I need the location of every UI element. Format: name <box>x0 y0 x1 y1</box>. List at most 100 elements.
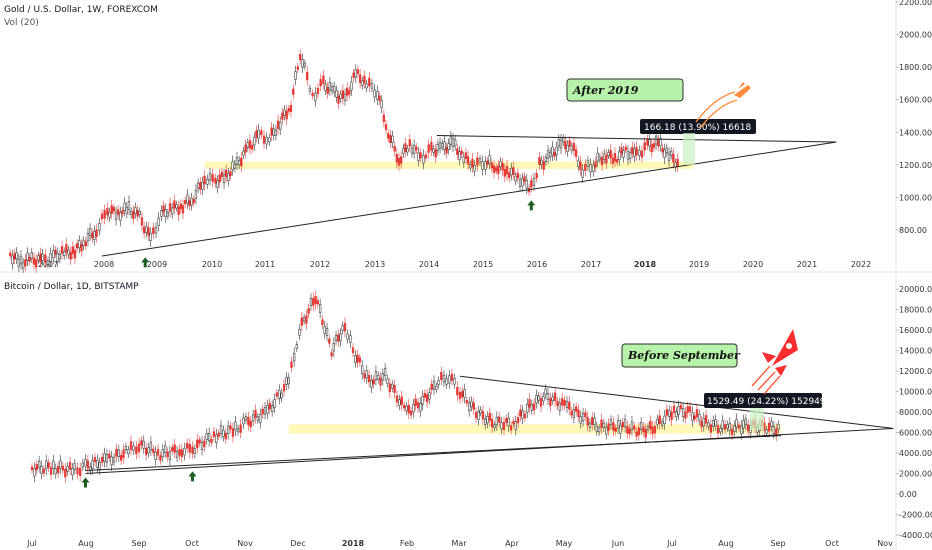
candle-body <box>117 209 120 215</box>
candle-body <box>137 443 141 453</box>
candle-body <box>225 169 228 178</box>
candle-body <box>308 87 312 92</box>
candle-body <box>549 151 552 158</box>
x-tick-label: Oct <box>825 539 839 548</box>
candle-body <box>348 90 351 95</box>
candle-body <box>149 441 153 451</box>
candle-body <box>508 172 511 179</box>
x-tick-label: 2012 <box>310 260 330 269</box>
candle-body <box>434 149 437 158</box>
candle-body <box>270 127 273 136</box>
candle-body <box>419 152 422 159</box>
candle-body <box>677 406 680 415</box>
candle-body <box>613 153 617 162</box>
y-tick-label: 16000.00 <box>899 326 932 335</box>
candle-body <box>215 434 218 444</box>
candle-body <box>594 161 597 168</box>
candle-body <box>639 422 643 430</box>
candle-body <box>616 420 620 429</box>
x-tick-label: 2018 <box>342 539 365 548</box>
candle-body <box>646 426 650 431</box>
candle-body <box>343 93 347 101</box>
candle-body <box>412 145 416 154</box>
candle-body <box>253 137 256 146</box>
candle-body <box>430 383 433 391</box>
candle-body <box>244 416 248 421</box>
candle-body <box>523 413 527 419</box>
candle-body <box>30 252 33 259</box>
measure-label: 166.18 (13.90%) 16618 <box>640 119 756 134</box>
candle-body <box>123 202 126 211</box>
candle-body <box>316 300 319 305</box>
y-tick-label: 12000.00 <box>899 367 932 376</box>
rocket-icon <box>751 329 798 395</box>
candle-body <box>175 450 179 458</box>
candle-body <box>445 147 448 154</box>
candle-body <box>159 455 162 461</box>
measure-range-box <box>683 133 695 165</box>
candle-body <box>650 144 653 153</box>
candle-body <box>330 86 334 92</box>
candle-body <box>704 415 708 424</box>
candle-body <box>484 161 487 170</box>
candle-body <box>265 137 268 145</box>
candle-body <box>665 147 668 153</box>
candle-body <box>89 466 92 472</box>
candle-body <box>765 429 768 434</box>
candle-body <box>282 384 286 392</box>
y-tick-label: 20000.00 <box>899 285 932 294</box>
x-tick-label: 2010 <box>202 260 222 269</box>
x-tick-label: Jul <box>26 539 37 548</box>
candle-body <box>638 149 641 156</box>
trendline-support <box>101 141 837 257</box>
candle-body <box>635 431 638 437</box>
candle-body <box>499 161 502 168</box>
y-tick-label: 1200.00 <box>899 161 932 170</box>
candle-body <box>166 212 170 217</box>
candle-body <box>416 402 420 409</box>
candle-body <box>470 400 473 407</box>
candle-body <box>542 161 545 170</box>
candle-body <box>581 413 585 422</box>
candle-body <box>744 418 747 426</box>
candle-body <box>35 464 38 471</box>
candle-body <box>229 171 232 177</box>
candle-body <box>476 157 479 166</box>
candle-body <box>526 403 529 413</box>
candle-body <box>657 139 660 147</box>
candle-body <box>602 422 606 428</box>
candle-body <box>98 223 101 231</box>
candle-body <box>186 442 189 449</box>
candle-body <box>368 77 371 87</box>
candle-body <box>233 163 236 169</box>
candle-body <box>206 178 209 185</box>
candle-body <box>37 255 40 261</box>
candle-body <box>190 197 193 206</box>
candle-body <box>129 441 133 450</box>
candle-body <box>130 210 133 215</box>
candle-body <box>726 424 729 429</box>
candle-body <box>551 396 554 402</box>
candle-body <box>503 169 506 177</box>
candle-body <box>519 409 522 417</box>
candle-body <box>343 322 347 332</box>
candle-body <box>695 409 699 418</box>
candle-body <box>181 205 185 214</box>
candle-body <box>238 160 241 166</box>
y-tick-label: 800.00 <box>899 226 927 235</box>
candle-body <box>219 425 223 434</box>
candle-body <box>672 405 676 413</box>
candle-body <box>249 420 252 428</box>
candle-body <box>387 133 390 139</box>
candle-body <box>471 158 474 168</box>
airplane-icon <box>695 82 751 129</box>
candle-body <box>231 428 235 437</box>
candle-body <box>535 173 538 179</box>
candle-body <box>670 411 673 421</box>
candle-body <box>451 138 455 147</box>
candle-body <box>728 422 731 432</box>
candle-body <box>309 298 313 306</box>
candle-body <box>698 413 701 421</box>
candle-body <box>374 371 378 380</box>
candle-body <box>449 136 452 145</box>
